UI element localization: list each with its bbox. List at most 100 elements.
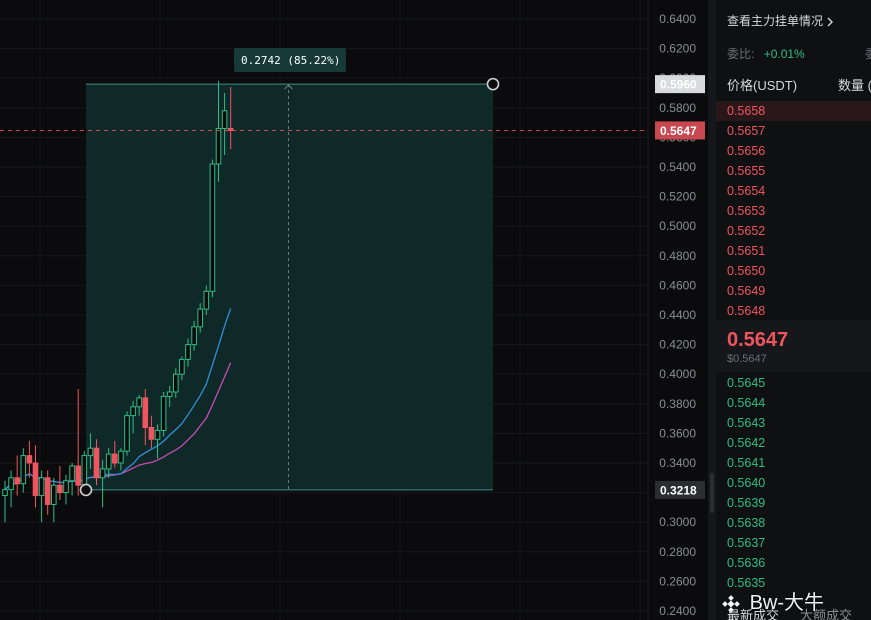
- tab-latest-trades[interactable]: 最新成交: [727, 608, 780, 620]
- bid-row[interactable]: 0.5638: [727, 516, 766, 530]
- candle: [112, 440, 118, 468]
- candle-body: [160, 395, 167, 431]
- candle: [221, 93, 228, 156]
- panel-divider[interactable]: [708, 0, 716, 620]
- candle: [44, 470, 51, 515]
- bid-row[interactable]: 0.5643: [727, 416, 766, 430]
- price-tick-label: 0.2400: [659, 604, 696, 618]
- price-chart[interactable]: 0.2742 (85.22%) 0.64000.62000.60000.5800…: [0, 0, 708, 620]
- price-tick-label: 0.2800: [659, 545, 696, 559]
- candle-body: [8, 477, 14, 491]
- measure-tooltip-text: 0.2742 (85.22%): [241, 54, 340, 67]
- candle-body: [124, 415, 130, 452]
- ask-row[interactable]: 0.5656: [727, 144, 766, 158]
- ask-row[interactable]: 0.5650: [727, 264, 766, 278]
- bid-row[interactable]: 0.5640: [727, 476, 766, 490]
- candle-body: [69, 465, 75, 482]
- price-tick-label: 0.5800: [659, 101, 696, 115]
- candle-body: [227, 128, 234, 131]
- candle: [63, 474, 69, 505]
- candle: [26, 440, 33, 478]
- ask-row[interactable]: 0.5648: [727, 304, 766, 318]
- candle: [154, 424, 161, 459]
- candle: [215, 81, 222, 182]
- candle-body: [87, 447, 94, 457]
- price-tick-label: 0.6200: [659, 42, 696, 56]
- bid-row[interactable]: 0.5645: [727, 376, 766, 390]
- candle-body: [130, 406, 136, 417]
- price-tick-label: 0.3000: [659, 515, 696, 529]
- candle: [99, 460, 106, 508]
- watermark-text: Bw-大牛: [749, 592, 825, 614]
- candle-body: [148, 426, 155, 440]
- measure-handle-bottom: [79, 483, 93, 497]
- tab-large-trades[interactable]: 大额成交: [800, 608, 853, 620]
- candle-body: [112, 453, 118, 464]
- price-tick-label: 0.4200: [659, 338, 696, 352]
- candle: [8, 470, 14, 508]
- candle-body: [179, 358, 185, 375]
- ask-row[interactable]: 0.5649: [727, 284, 766, 298]
- measure-tool[interactable]: [86, 83, 493, 491]
- bid-row[interactable]: 0.5644: [727, 396, 766, 410]
- chevron-right-icon: [826, 14, 834, 28]
- ask-row[interactable]: 0.5653: [727, 204, 766, 218]
- price-tick-label: 0.4600: [659, 278, 696, 292]
- bid-row[interactable]: 0.5637: [727, 536, 766, 550]
- bid-row[interactable]: 0.5641: [727, 456, 766, 470]
- price-tick-label: 0.3400: [659, 456, 696, 470]
- candle-body: [81, 455, 88, 486]
- candle: [191, 320, 197, 351]
- current-price-tag-bg: [655, 121, 705, 140]
- measure-top-price-tag: 0.5960: [660, 78, 697, 92]
- price-tick-label: 0.5200: [659, 190, 696, 204]
- candle-body: [142, 397, 149, 428]
- candle: [136, 394, 142, 416]
- candlestick-chart-svg[interactable]: 0.2742 (85.22%) 0.64000.62000.60000.5800…: [0, 0, 708, 620]
- ask-highlight-row: [716, 101, 871, 121]
- candle-body: [191, 326, 197, 346]
- watermark: Bw-大牛: [722, 586, 824, 615]
- candle-body: [154, 429, 161, 440]
- last-price-usd: $0.5647: [727, 353, 767, 365]
- bid-row[interactable]: 0.5639: [727, 496, 766, 510]
- ask-row[interactable]: 0.5658: [727, 104, 766, 118]
- candle-body: [221, 110, 228, 130]
- ask-row[interactable]: 0.5657: [727, 124, 766, 138]
- candle-body: [209, 163, 216, 292]
- last-price: 0.5647: [727, 329, 789, 351]
- candle: [227, 87, 234, 150]
- candle-body: [20, 455, 27, 485]
- view-major-orders-link[interactable]: 查看主力挂单情况: [727, 12, 834, 29]
- overlay: 0.2742 (85.22%): [0, 48, 648, 497]
- candle-body: [173, 373, 179, 393]
- candle-body: [75, 465, 82, 486]
- bid-row[interactable]: 0.5636: [727, 556, 766, 570]
- candle-body: [57, 484, 63, 494]
- ask-row[interactable]: 0.5655: [727, 164, 766, 178]
- ask-row[interactable]: 0.5654: [727, 184, 766, 198]
- candle-body: [32, 462, 39, 497]
- resize-handle[interactable]: [710, 473, 714, 513]
- order-ratio: 委比: +0.01%: [727, 45, 805, 62]
- bid-row[interactable]: 0.5642: [727, 436, 766, 450]
- price-axis[interactable]: 0.64000.62000.60000.58000.56000.54000.52…: [647, 0, 708, 620]
- measure-tooltip-box: [234, 48, 346, 72]
- candle: [209, 159, 216, 298]
- candle: [57, 465, 63, 500]
- candle: [51, 477, 57, 523]
- quantity-column-header: 数量 (: [838, 78, 871, 93]
- candle-body: [93, 447, 100, 479]
- candle: [20, 448, 27, 493]
- candle-body: [51, 484, 57, 505]
- candle-body: [38, 477, 45, 497]
- measure-box: [86, 84, 493, 490]
- candle-body: [197, 308, 203, 328]
- view-major-orders-label: 查看主力挂单情况: [727, 14, 824, 28]
- bid-row[interactable]: 0.5635: [727, 576, 766, 590]
- ask-row[interactable]: 0.5652: [727, 224, 766, 238]
- ask-row[interactable]: 0.5651: [727, 244, 766, 258]
- measure-top-price-tag-bg: [655, 75, 705, 94]
- candle-body: [136, 397, 142, 408]
- candle: [38, 470, 45, 523]
